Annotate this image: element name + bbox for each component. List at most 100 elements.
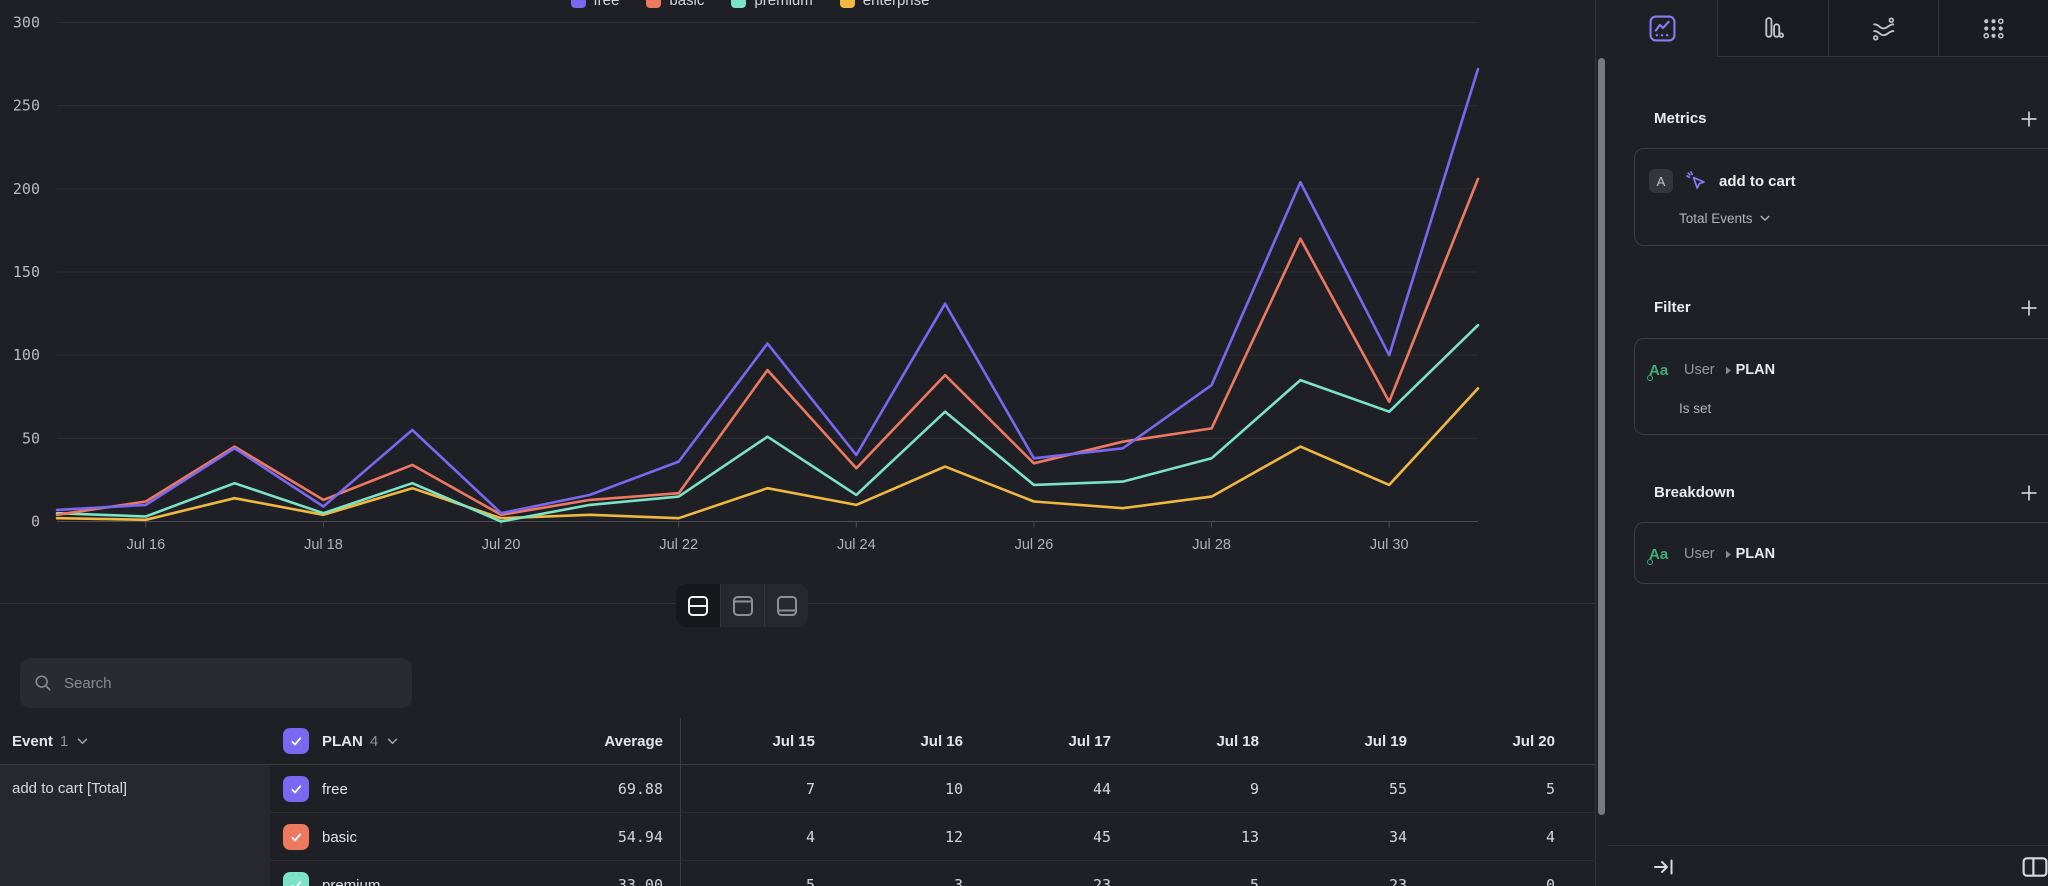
x-tick-label: Jul 16 [126, 537, 165, 553]
row-value: 5 [805, 876, 815, 886]
tab-bar-chart[interactable] [1717, 0, 1828, 57]
plan-column-header[interactable]: PLAN 4 [322, 718, 398, 764]
property-type-icon: Aa [1647, 545, 1669, 565]
event-column-header[interactable]: Event 1 [12, 718, 88, 764]
legend-item-free[interactable]: free [570, 0, 619, 9]
row-value: 44 [1092, 780, 1111, 798]
row-value: 0 [1545, 876, 1555, 886]
y-tick-label: 200 [13, 180, 40, 198]
layout-toggle-table-view[interactable] [764, 584, 808, 627]
table-row-free: free 69.88 7 10 44 9 55 5 [270, 765, 1596, 813]
check-icon [290, 880, 301, 886]
tab-line-chart[interactable] [1608, 0, 1718, 57]
scrollbar-thumb[interactable] [1598, 58, 1605, 815]
chevron-down-icon [1760, 215, 1770, 221]
metric-event-name: add to cart [1719, 172, 1796, 190]
series-line-enterprise[interactable] [55, 387, 1480, 522]
table-body: free 69.88 7 10 44 9 55 5 basic 54.94 4 12 4 5 13 3 4 4 pr… [270, 765, 1596, 886]
event-name-panel: add to cart [Total] [0, 765, 270, 886]
table-search[interactable] [20, 658, 412, 708]
row-value: 13 [1240, 828, 1259, 846]
legend-swatch-basic [646, 0, 662, 8]
row-checkbox-basic[interactable] [283, 824, 309, 850]
legend-item-enterprise[interactable]: enterprise [839, 0, 929, 9]
search-icon [35, 675, 51, 691]
table-header-row: Event 1 PLAN 4 Average Jul 15 Jul 16 Jul 1… [0, 718, 1596, 764]
row-value: 5 [1545, 780, 1555, 798]
date-column-header: Jul 20 [1512, 732, 1555, 750]
legend-swatch-free [570, 0, 586, 8]
y-tick-label: 0 [31, 513, 40, 531]
row-value: 3 [953, 876, 963, 886]
filter-property: PLAN [1735, 362, 1776, 378]
chevron-down-icon [77, 738, 88, 745]
layout-toggle-chart-view[interactable] [720, 584, 764, 627]
filter-scope: User [1684, 362, 1715, 378]
property-type-icon: Aa [1647, 361, 1669, 381]
legend-item-premium[interactable]: premium [731, 0, 813, 9]
series-line-basic[interactable] [55, 177, 1480, 517]
table-header-divider [0, 764, 1596, 765]
plan-select-all-checkbox[interactable] [283, 728, 309, 754]
check-icon [290, 784, 301, 793]
series-line-free[interactable] [55, 67, 1480, 515]
flow-icon [1872, 16, 1894, 41]
breakdown-card[interactable]: Aa User PLAN [1634, 522, 2048, 584]
series-line-premium[interactable] [55, 323, 1480, 523]
metric-card[interactable]: A add to cart Total Events [1634, 148, 2048, 246]
row-value: 23 [1388, 876, 1407, 886]
row-average: 54.94 [617, 828, 663, 846]
tab-more-charts[interactable] [1937, 0, 2048, 57]
bar-chart-icon [1765, 16, 1785, 38]
x-tick-label: Jul 20 [482, 537, 521, 553]
filter-card[interactable]: Aa User PLAN Is set [1634, 338, 2048, 435]
sidebar-footer [1608, 845, 2048, 886]
filter-condition[interactable]: Is set [1679, 400, 1712, 416]
metric-measure-dropdown[interactable]: Total Events [1679, 211, 1770, 226]
row-label: basic [322, 828, 358, 846]
tab-flow[interactable] [1827, 0, 1938, 57]
breakdown-heading: Breakdown [1654, 484, 1735, 501]
main-area: free basic premium enterprise 0 50 100 150 200 2… [0, 0, 1596, 886]
collapse-panel-icon[interactable] [1652, 855, 1676, 879]
row-value: 5 [1249, 876, 1259, 886]
x-tick-label: Jul 18 [304, 537, 343, 553]
add-filter-button[interactable] [2018, 297, 2040, 319]
event-click-icon [1686, 171, 1705, 190]
add-breakdown-button[interactable] [2018, 482, 2040, 504]
row-value: 34 [1388, 828, 1407, 846]
add-metric-button[interactable] [2018, 108, 2040, 130]
chart-legend: free basic premium enterprise [0, 0, 1500, 11]
row-value: 7 [805, 780, 815, 798]
columns-layout-icon[interactable] [2022, 854, 2048, 880]
check-icon [290, 832, 301, 841]
y-tick-label: 150 [13, 263, 40, 281]
y-tick-label: 100 [13, 346, 40, 364]
row-value: 12 [944, 828, 963, 846]
apps-grid-icon [1983, 17, 2004, 39]
table-row-basic: basic 54.94 4 12 45 13 34 4 [270, 813, 1596, 861]
legend-item-basic[interactable]: basic [646, 0, 704, 9]
layout-toggle-split-view[interactable] [676, 584, 720, 627]
legend-label: premium [754, 0, 813, 9]
event-name-label: add to cart [Total] [12, 780, 128, 797]
search-input[interactable] [64, 674, 398, 692]
row-value: 23 [1092, 876, 1111, 886]
x-tick-label: Jul 26 [1015, 537, 1054, 553]
x-tick-label: Jul 24 [837, 537, 876, 553]
line-chart-icon [1649, 15, 1676, 42]
date-column-header: Jul 16 [920, 732, 963, 750]
row-label: premium [322, 876, 381, 886]
caret-right-icon [1725, 550, 1732, 559]
row-checkbox-free[interactable] [283, 776, 309, 802]
config-sidebar: Metrics A add to cart Total Events Filte… [1608, 0, 2048, 886]
x-tick-label: Jul 28 [1192, 537, 1231, 553]
chart-view-icon [732, 595, 753, 616]
row-value: 4 [805, 828, 815, 846]
row-value: 4 [1545, 828, 1555, 846]
split-view-icon [688, 595, 708, 616]
legend-swatch-enterprise [839, 0, 855, 8]
y-tick-label: 300 [13, 14, 40, 32]
row-checkbox-premium[interactable] [283, 872, 309, 886]
caret-right-icon [1725, 366, 1732, 375]
